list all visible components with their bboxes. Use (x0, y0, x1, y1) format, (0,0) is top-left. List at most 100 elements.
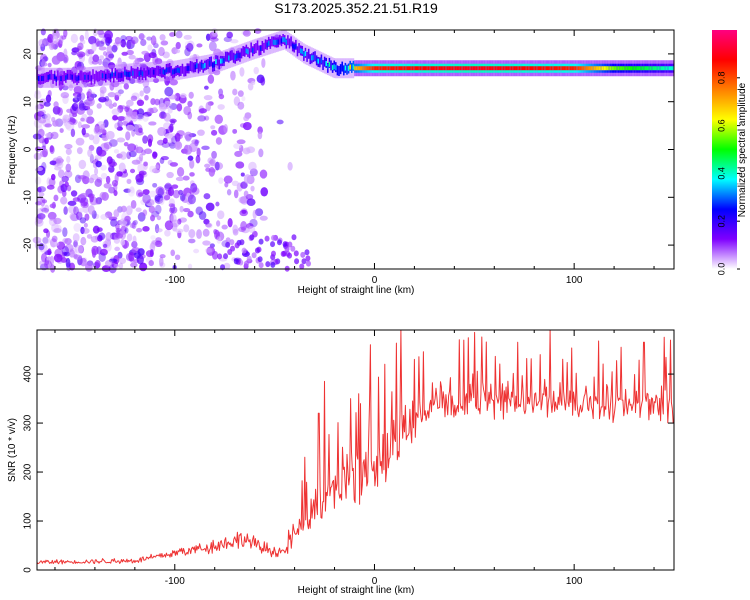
spectrogram-cell (44, 137, 49, 145)
spectrogram-cell (39, 74, 42, 85)
spectrogram-cell (442, 66, 444, 71)
spectrogram-cell (41, 75, 43, 81)
spectrogram-cell (421, 66, 423, 71)
spectrogram-cell (62, 237, 69, 244)
spectrogram-cell (203, 218, 210, 225)
spectrogram-cell (429, 66, 431, 71)
spectrogram-cell (459, 66, 462, 71)
snr-y-ticks: 0 100 200 300 400 (23, 365, 674, 573)
spectrogram-cell (592, 66, 594, 71)
spectrogram-cell (104, 74, 107, 80)
spectrogram-cell (422, 66, 425, 71)
spectrogram-cell (240, 221, 247, 231)
spectrogram-cell (49, 145, 54, 153)
spectrogram-cell (670, 66, 673, 71)
spectrogram-cell (571, 66, 574, 71)
spectrogram-cell (243, 174, 252, 184)
spectrogram-cell (652, 66, 655, 71)
spectrogram-cell (42, 138, 47, 148)
spectrogram-cell (159, 69, 161, 75)
spectrogram-cell (64, 143, 73, 150)
spectrogram-cell (299, 48, 302, 54)
spectrogram-cell (657, 66, 660, 71)
spectrogram-cell (184, 66, 187, 77)
spectrogram-cell (235, 53, 238, 59)
spectrogram-cell (126, 99, 134, 107)
spectrogram-cell (142, 209, 148, 217)
spectrogram-cell (71, 102, 79, 112)
spectrogram-cell (103, 70, 105, 81)
spectrogram-cell (104, 98, 113, 107)
spectrogram-cell (174, 92, 181, 102)
spectrogram-cell (37, 186, 42, 193)
spectrogram-cell (231, 180, 239, 187)
spectrogram-cell (304, 51, 307, 57)
spectrogram-cell (541, 66, 543, 71)
spectrogram-cell (51, 55, 61, 65)
spectrogram-cell (223, 175, 233, 184)
spectrogram-cell (112, 72, 115, 83)
spectrogram-cell (96, 227, 103, 232)
spectrogram-cell (101, 73, 104, 79)
spectrogram-cell (616, 66, 618, 71)
spectrogram-cell (247, 82, 254, 91)
spectrogram-cell (50, 69, 53, 80)
spectrogram-cell (152, 183, 158, 188)
spectrogram-cell (146, 36, 152, 41)
spectrogram-cell (130, 199, 137, 209)
spectrogram-cell (609, 66, 612, 71)
spectrogram-cell (454, 66, 457, 71)
spectrogram-cell (107, 92, 117, 98)
spectrogram-cell (523, 66, 526, 71)
spectrogram-cell (221, 224, 228, 230)
spectrogram-cell (116, 137, 126, 143)
spectrogram-cell (130, 95, 138, 101)
spectrogram-cell (109, 73, 112, 79)
spectrogram-cell (197, 129, 205, 136)
spectrogram-cell (207, 74, 215, 84)
spectrogram-cell (126, 233, 133, 242)
spectrogram-cell (112, 114, 118, 121)
spectrogram-cell (241, 30, 250, 36)
spectrogram-cell (207, 59, 209, 70)
spectrogram-cell (49, 216, 55, 221)
spectrogram-cell (96, 177, 103, 183)
spectrogram-cell (124, 106, 130, 113)
spectrogram-cell (287, 161, 293, 171)
spectrogram-cell (92, 54, 100, 63)
spectrogram-cell (175, 228, 184, 233)
spectrogram-cell (192, 187, 200, 195)
spectrogram-cell (512, 66, 514, 71)
spectrogram-cell (106, 130, 115, 140)
spectrogram-cell (141, 71, 144, 77)
spectrogram-cell (636, 66, 639, 71)
spectrogram-cell (553, 66, 556, 71)
spectrogram-cell (339, 64, 342, 75)
spectrogram-cell (300, 251, 306, 258)
spectrogram-cell (555, 66, 558, 71)
spectrogram-cell (593, 66, 596, 71)
spectrogram-cell (547, 66, 550, 71)
spectrogram-cell (214, 114, 224, 124)
spectrogram-cell (65, 257, 71, 268)
spectrogram-cell (200, 62, 203, 68)
spectrogram-cell (73, 254, 83, 260)
spectrogram-cell (73, 223, 82, 232)
spectrogram-cell (57, 169, 65, 179)
spectrogram-cell (99, 55, 105, 61)
spectrogram-cell (212, 62, 214, 68)
snr-y-tick-label: 300 (23, 414, 34, 431)
spectrogram-cell (80, 117, 85, 122)
spectrogram-cell (437, 66, 439, 71)
spectrogram-cell (156, 215, 162, 221)
spectrogram-cell (78, 207, 86, 213)
spectrogram-cell (210, 56, 213, 67)
spectrogram-cell (119, 151, 127, 160)
spectrogram-cell (143, 85, 151, 94)
spectrogram-cell (152, 69, 155, 75)
spectrogram-cell (76, 76, 78, 82)
spectrogram-cell (215, 201, 220, 207)
spectrogram-cell (96, 103, 102, 109)
spectrogram-cell (146, 66, 149, 77)
spectrogram-cell (205, 101, 211, 112)
